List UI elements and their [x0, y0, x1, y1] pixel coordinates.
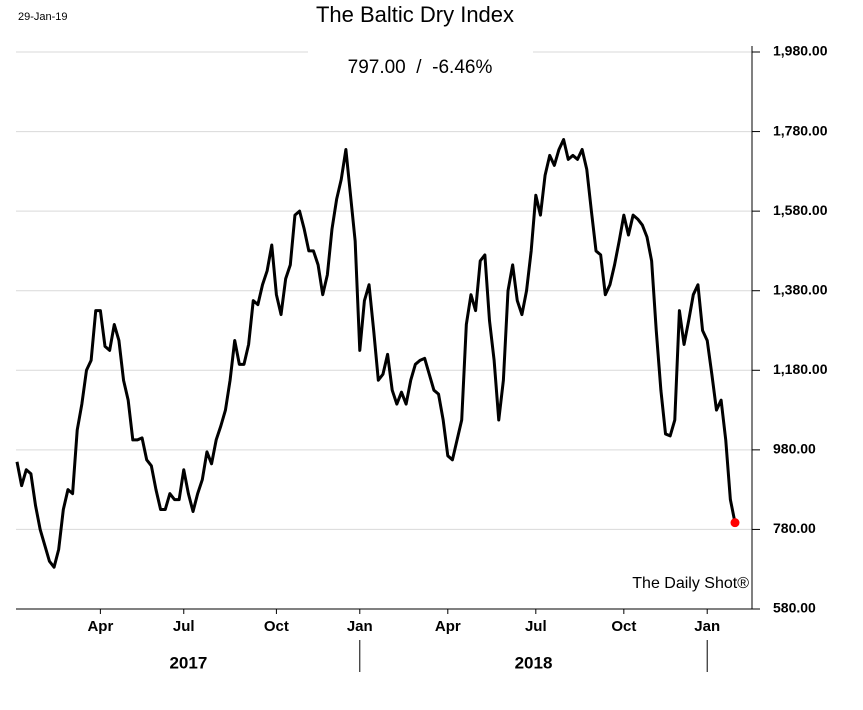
y-tick-label: 1,580.00	[773, 202, 828, 218]
source-label: The Daily Shot®	[632, 575, 749, 592]
chart-title: The Baltic Dry Index	[316, 2, 514, 27]
data-line	[15, 138, 737, 569]
year-label: 2018	[515, 653, 553, 672]
y-tick-label: 1,780.00	[773, 122, 828, 138]
x-tick-label: Apr	[435, 618, 461, 635]
x-tick-label: Apr	[87, 618, 113, 635]
title-backdrop	[308, 30, 533, 60]
chart-date: 29-Jan-19	[18, 11, 68, 23]
y-tick-label: 1,180.00	[773, 361, 828, 377]
year-label: 2017	[169, 653, 207, 672]
y-tick-label: 780.00	[773, 520, 816, 536]
x-tick-label: Jul	[173, 618, 195, 635]
y-tick-label: 580.00	[773, 600, 816, 616]
x-tick-label: Jul	[525, 618, 547, 635]
last-point	[730, 518, 740, 528]
x-tick-label: Jan	[694, 618, 720, 635]
x-tick-label: Jan	[347, 618, 373, 635]
y-tick-label: 1,980.00	[773, 43, 828, 59]
y-tick-label: 980.00	[773, 441, 816, 457]
x-tick-label: Oct	[264, 618, 289, 635]
chart-subtitle: 797.00 / -6.46%	[348, 57, 493, 78]
x-tick-label: Oct	[611, 618, 636, 635]
y-tick-label: 1,380.00	[773, 281, 828, 297]
